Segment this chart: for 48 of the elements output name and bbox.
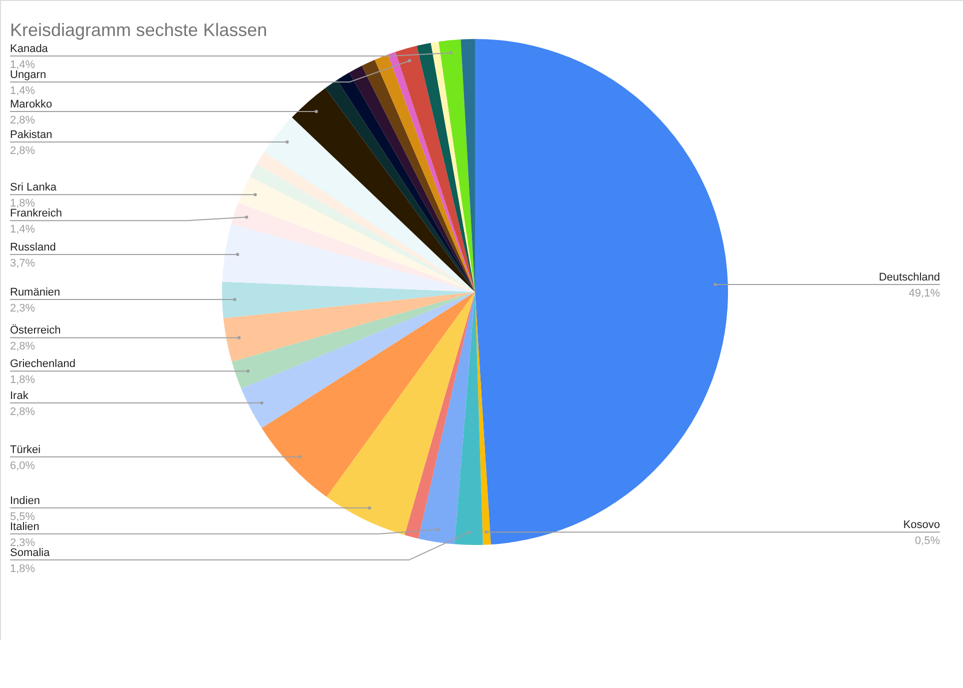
chart-title: Kreisdiagramm sechste Klassen <box>10 20 268 40</box>
slice-label: Kanada <box>10 43 49 55</box>
data-label: 1,8% <box>10 374 36 386</box>
pie-slice <box>222 282 475 318</box>
slice-label: Ungarn <box>10 69 46 81</box>
data-label: 5,5% <box>10 510 36 523</box>
slice-label: Deutschland <box>878 271 940 284</box>
slice-label: Pakistan <box>10 128 52 141</box>
slice-label: Türkei <box>10 444 41 456</box>
data-label: 2,3% <box>10 302 36 315</box>
pie-slice <box>404 292 475 539</box>
pie-slice <box>232 292 475 389</box>
slice-label: Russland <box>10 241 56 254</box>
data-label: 2,8% <box>10 406 36 418</box>
data-label: 6,0% <box>10 460 36 472</box>
data-label: 1,4% <box>10 224 36 236</box>
data-label: 1,4% <box>10 59 36 71</box>
slice-label: Marokko <box>10 98 52 110</box>
pie-slice <box>454 292 483 545</box>
slice-label: Frankreich <box>10 208 62 220</box>
data-label: 1,8% <box>10 198 36 210</box>
data-label: 2,3% <box>10 536 36 549</box>
slice-label: Sri Lanka <box>10 182 58 194</box>
pie-slice <box>241 292 475 428</box>
data-label: 49,1% <box>908 287 940 300</box>
data-label: 1,4% <box>10 85 36 97</box>
pie-slice <box>292 88 475 292</box>
slice-label: Indien <box>10 494 40 507</box>
slice-label: Österreich <box>10 324 61 337</box>
slice-label: Rumänien <box>10 286 60 299</box>
data-label: 2,8% <box>10 340 36 353</box>
data-label: 2,8% <box>10 114 36 126</box>
slice-label: Irak <box>10 390 29 402</box>
pie-slice <box>438 39 475 292</box>
data-label: 0,5% <box>914 535 940 548</box>
data-label: 2,8% <box>10 144 36 157</box>
pie-slice <box>262 292 475 497</box>
slice-label: Griechenland <box>10 358 76 370</box>
data-label: 1,8% <box>10 562 36 575</box>
pie-slice <box>416 42 475 292</box>
slice-label: Italien <box>10 520 40 533</box>
pie-slice <box>418 292 475 544</box>
slice-label: Somalia <box>10 546 51 559</box>
pie-slice <box>475 39 728 545</box>
data-label: 3,7% <box>10 257 36 270</box>
slice-label: Kosovo <box>903 519 940 532</box>
pie-slice <box>326 292 475 535</box>
pie-slice <box>223 292 475 362</box>
